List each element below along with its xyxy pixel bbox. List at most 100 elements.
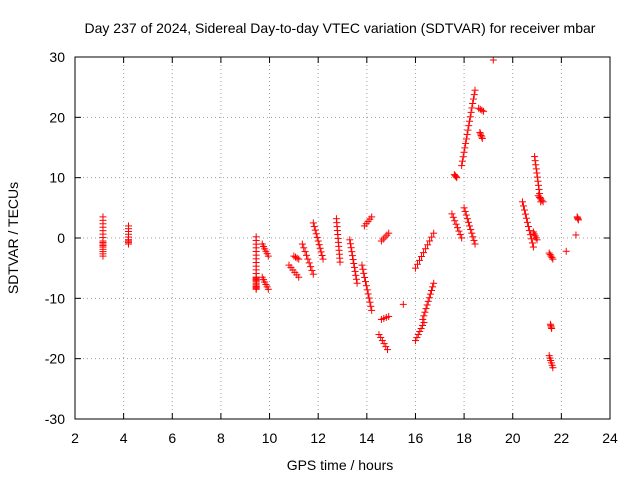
data-point [428, 233, 436, 241]
data-point [478, 134, 486, 142]
data-point [382, 343, 390, 351]
axis-ticks [74, 56, 611, 420]
data-point [420, 249, 428, 257]
data-points [99, 56, 582, 372]
data-point [420, 318, 428, 326]
data-point [366, 298, 374, 306]
data-point [385, 229, 393, 237]
data-point [455, 227, 463, 235]
data-point [315, 241, 323, 249]
data-point [295, 255, 303, 263]
data-point [449, 213, 457, 221]
data-point [353, 279, 361, 287]
data-point [451, 217, 459, 225]
data-point [425, 294, 433, 302]
data-point [523, 218, 531, 226]
data-point [456, 231, 464, 239]
data-point [295, 273, 303, 281]
data-point [309, 219, 317, 227]
y-tick-label: 0 [57, 230, 65, 246]
x-tick-label: 18 [456, 430, 472, 446]
x-tick-label: 4 [120, 430, 128, 446]
data-point [378, 337, 386, 345]
data-point [489, 56, 497, 64]
data-point [562, 247, 570, 255]
data-point [549, 255, 557, 263]
data-point [298, 240, 306, 248]
data-point [399, 300, 407, 308]
data-point [319, 255, 327, 263]
data-point [525, 227, 533, 235]
data-point [448, 210, 456, 218]
data-point [533, 169, 541, 177]
data-point [452, 173, 460, 181]
data-point [574, 216, 582, 224]
data-point [351, 267, 359, 275]
data-point [352, 275, 360, 283]
data-point [464, 218, 472, 226]
data-point [463, 131, 471, 139]
x-tick-label: 22 [554, 430, 570, 446]
data-point [352, 271, 360, 279]
data-point [533, 236, 541, 244]
data-point [417, 325, 425, 332]
data-point [476, 128, 484, 136]
data-point [548, 254, 556, 262]
data-point [309, 270, 317, 278]
data-point [300, 244, 308, 252]
data-point [367, 302, 375, 310]
data-point [531, 153, 539, 161]
data-point [466, 117, 474, 125]
data-point [522, 214, 530, 222]
data-point [413, 260, 421, 268]
data-point [468, 229, 476, 237]
data-point [363, 286, 371, 294]
data-point [428, 286, 436, 294]
data-point [459, 153, 467, 161]
data-point [466, 222, 474, 230]
x-axis-label: GPS time / hours [287, 457, 394, 473]
data-point [346, 236, 354, 244]
y-tick-label: -10 [45, 290, 65, 306]
data-point [252, 285, 260, 293]
data-point [414, 331, 422, 339]
data-point [467, 226, 475, 234]
x-tick-label: 2 [71, 430, 79, 446]
data-point [467, 108, 475, 116]
data-point [429, 283, 437, 291]
data-point [313, 233, 321, 241]
y-tick-labels: -30 -20 -10 0 10 20 30 [45, 49, 65, 427]
data-point [413, 334, 421, 342]
data-point [460, 204, 468, 212]
data-point [421, 308, 429, 316]
data-point [480, 107, 488, 115]
x-tick-label: 14 [359, 430, 375, 446]
data-point [312, 230, 320, 238]
data-point [461, 207, 469, 215]
data-point [529, 243, 537, 251]
data-point [532, 165, 540, 173]
data-point [361, 273, 369, 281]
data-point [420, 312, 428, 320]
data-point [301, 248, 309, 256]
data-point [359, 265, 367, 273]
data-point [572, 231, 580, 239]
data-point [364, 290, 372, 298]
data-point [385, 312, 393, 320]
y-tick-label: 20 [49, 109, 65, 125]
data-point [317, 248, 325, 256]
chart-title: Day 237 of 2024, Sidereal Day-to-day VTE… [85, 20, 596, 36]
y-tick-label: -30 [45, 411, 65, 427]
data-point [462, 135, 470, 143]
data-point [264, 252, 272, 260]
data-point [461, 144, 469, 152]
x-tick-label: 6 [168, 430, 176, 446]
data-point [383, 346, 391, 354]
data-point [462, 211, 470, 219]
data-point [336, 258, 344, 266]
data-point [347, 244, 355, 252]
data-point [349, 256, 357, 264]
data-point [545, 249, 553, 257]
y-axis-label: SDTVAR / TECUs [5, 182, 21, 294]
data-point [531, 157, 539, 165]
